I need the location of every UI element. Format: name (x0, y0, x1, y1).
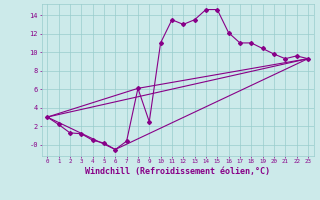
X-axis label: Windchill (Refroidissement éolien,°C): Windchill (Refroidissement éolien,°C) (85, 167, 270, 176)
